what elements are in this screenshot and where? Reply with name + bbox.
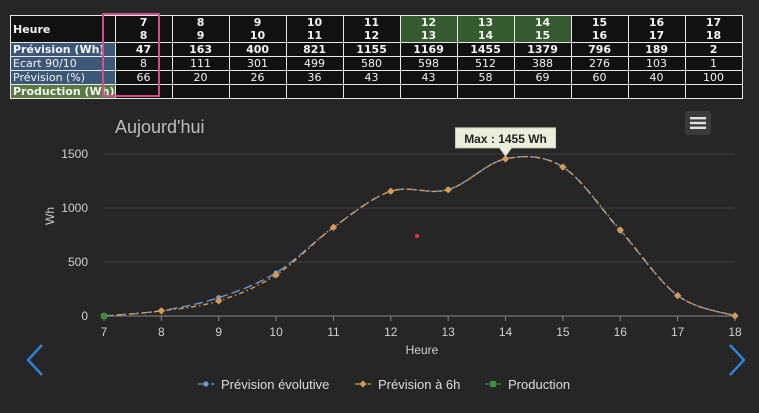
table-cell: 69 bbox=[513, 70, 572, 85]
table-cell: 103 bbox=[627, 56, 686, 71]
x-tick-label: 11 bbox=[327, 325, 340, 339]
data-point[interactable] bbox=[329, 223, 338, 232]
hour-row: Heure 7 8 8 9 9 10 10 11 11 12 12 13 13 14 14 15 15 16 16 17… bbox=[10, 15, 743, 43]
data-point[interactable] bbox=[559, 163, 567, 171]
table-cell: 796 bbox=[570, 42, 629, 57]
table-cell: 189 bbox=[627, 42, 686, 57]
data-point[interactable] bbox=[387, 187, 395, 195]
row-label: Prévision (Wh) bbox=[10, 42, 116, 57]
table-cell: 100 bbox=[684, 70, 743, 85]
ecart-row: Ecart 90/10 8 111 301 499 580 598 512 388 276 103 1 bbox=[10, 56, 743, 71]
table-cell bbox=[171, 84, 230, 99]
production-row: Production (Wh) bbox=[10, 84, 743, 99]
legend-label: Prévision évolutive bbox=[221, 377, 329, 392]
table-cell: 1379 bbox=[513, 42, 572, 57]
legend-label: Prévision à 6h bbox=[378, 377, 460, 392]
forecast-table: Heure 7 8 8 9 9 10 10 11 11 12 12 13 13 14 14 15 15 16 16 17… bbox=[10, 15, 743, 99]
max-tooltip: Max : 1455 Wh bbox=[455, 127, 557, 157]
legend-item[interactable]: Prévision à 6h bbox=[355, 377, 460, 392]
hour-cell[interactable]: 17 18 bbox=[684, 15, 743, 43]
x-axis-label: Heure bbox=[406, 343, 439, 357]
y-tick-label: 1000 bbox=[61, 201, 88, 215]
series-line bbox=[103, 155, 736, 317]
chart-axes: 0 500 1000 1500 7 8 9 10 11 12 13 14 15 16 17 18 bbox=[61, 147, 742, 339]
y-tick-label: 500 bbox=[68, 255, 88, 269]
x-tick-label: 18 bbox=[728, 325, 742, 339]
data-point[interactable] bbox=[215, 297, 223, 305]
table-cell: 1455 bbox=[456, 42, 515, 57]
series-line bbox=[103, 155, 736, 317]
data-point[interactable] bbox=[444, 186, 452, 194]
table-cell: 1 bbox=[684, 56, 743, 71]
chart-legend: Prévision évolutive Prévision à 6h Product… bbox=[198, 377, 570, 392]
hamburger-menu-icon[interactable] bbox=[685, 111, 711, 135]
series-2 bbox=[101, 313, 107, 319]
table-cell bbox=[285, 84, 344, 99]
legend-item[interactable]: Prévision évolutive bbox=[198, 377, 329, 392]
x-tick-label: 10 bbox=[269, 325, 283, 339]
table-cell: 2 bbox=[684, 42, 743, 57]
table-cell: 1169 bbox=[399, 42, 458, 57]
hour-cell[interactable]: 11 12 bbox=[342, 15, 401, 43]
table-cell: 580 bbox=[342, 56, 401, 71]
table-cell bbox=[627, 84, 686, 99]
table-cell bbox=[513, 84, 572, 99]
hour-cell[interactable]: 14 15 bbox=[513, 15, 572, 43]
x-tick-label: 13 bbox=[442, 325, 456, 339]
x-tick-label: 8 bbox=[158, 325, 165, 339]
table-cell: 20 bbox=[171, 70, 230, 85]
x-tick-label: 7 bbox=[101, 325, 108, 339]
hour-cell[interactable]: 12 13 bbox=[399, 15, 458, 43]
chevron-left-icon[interactable] bbox=[26, 344, 43, 376]
table-cell bbox=[399, 84, 458, 99]
chart-grid bbox=[104, 153, 735, 263]
series-1 bbox=[100, 155, 739, 320]
chart-title: Aujourd'hui bbox=[115, 117, 205, 137]
y-axis-label: Wh bbox=[43, 207, 57, 225]
x-tick-label: 16 bbox=[614, 325, 628, 339]
table-cell bbox=[456, 84, 515, 99]
tooltip-text: Max : 1455 Wh bbox=[464, 132, 547, 146]
table-cell bbox=[684, 84, 743, 99]
legend-item[interactable]: Production bbox=[485, 377, 570, 392]
x-tick-label: 9 bbox=[215, 325, 222, 339]
hour-cell[interactable]: 15 16 bbox=[570, 15, 629, 43]
red-marker bbox=[415, 234, 419, 238]
table-cell: 60 bbox=[570, 70, 629, 85]
x-tick-label: 17 bbox=[671, 325, 685, 339]
table-cell: 301 bbox=[228, 56, 287, 71]
x-tick-label: 15 bbox=[556, 325, 570, 339]
chart-series bbox=[100, 155, 739, 320]
y-tick-label: 0 bbox=[81, 309, 88, 323]
prevision-wh-row: Prévision (Wh) 47 163 400 821 1155 1169 1455 137… bbox=[10, 42, 743, 57]
data-point[interactable] bbox=[101, 313, 107, 319]
table-cell: 58 bbox=[456, 70, 515, 85]
chevron-right-icon[interactable] bbox=[729, 344, 746, 376]
x-tick-label: 12 bbox=[384, 325, 398, 339]
data-point[interactable] bbox=[272, 271, 280, 279]
table-cell bbox=[570, 84, 629, 99]
hour-header: Heure bbox=[10, 15, 116, 43]
x-tick-label: 14 bbox=[499, 325, 513, 339]
y-tick-label: 1500 bbox=[61, 147, 88, 161]
table-cell: 8 bbox=[114, 56, 173, 71]
data-point[interactable] bbox=[731, 312, 739, 320]
row-label: Production (Wh) bbox=[10, 84, 116, 99]
hour-cell[interactable]: 16 17 bbox=[627, 15, 686, 43]
legend-label: Production bbox=[508, 377, 570, 392]
table-cell: 163 bbox=[171, 42, 230, 57]
data-point[interactable] bbox=[157, 307, 166, 315]
table-cell bbox=[228, 84, 287, 99]
data-point[interactable] bbox=[673, 291, 682, 300]
prevision-pct-row: Prévision (%) 66 20 26 36 43 43 58 69 60 40 100 bbox=[10, 70, 743, 85]
series-0 bbox=[101, 155, 738, 319]
